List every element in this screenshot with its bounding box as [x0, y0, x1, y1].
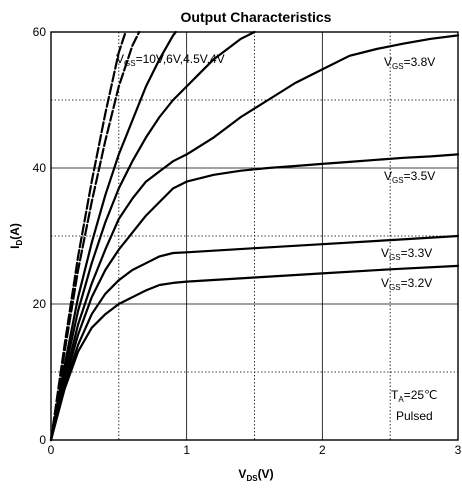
y-tick-label-1: 20 [33, 297, 47, 311]
y-tick-labels: 0 20 40 60 [33, 25, 47, 447]
y-tick-label-3: 60 [33, 25, 47, 39]
chart-title: Output Characteristics [181, 9, 332, 25]
x-axis-label: VDS(V) [238, 467, 273, 483]
series-line-vgs-3-2v [49, 264, 460, 442]
annotation-vgs-3-8: VGS=3.8V [384, 55, 435, 71]
plot-frame [50, 31, 459, 441]
series-line-vgs-6v [49, 30, 141, 442]
y-tick-label-2: 40 [33, 161, 47, 175]
y-tick-label-0: 0 [39, 433, 46, 447]
x-tick-label-2: 2 [319, 443, 326, 457]
x-tick-label-1: 1 [183, 443, 190, 457]
series-line-vgs-4-5v [49, 30, 177, 442]
annotation-temperature: TA=25℃ [391, 388, 438, 404]
x-tick-label-3: 3 [455, 443, 462, 457]
annotation-vgs-multi: VGS=10V,6V,4.5V,4V [116, 52, 225, 68]
annotation-vgs-3-5: VGS=3.5V [384, 169, 435, 185]
series-line-vgs-4v [49, 30, 256, 442]
annotation-vgs-3-3: VGS=3.3V [381, 246, 432, 262]
series-line-vgs-10v [49, 30, 127, 442]
series-line-vgs-3-3v [49, 234, 460, 442]
x-tick-labels: 0 1 2 3 [48, 443, 462, 457]
x-tick-label-0: 0 [48, 443, 55, 457]
y-axis-label: ID(A) [8, 223, 24, 249]
annotation-vgs-3-2: VGS=3.2V [381, 276, 432, 292]
annotation-pulsed: Pulsed [396, 409, 433, 423]
series-line-vgs-3-5v [49, 153, 460, 442]
curves [49, 30, 460, 442]
series-line-vgs-3-8v [49, 34, 460, 442]
